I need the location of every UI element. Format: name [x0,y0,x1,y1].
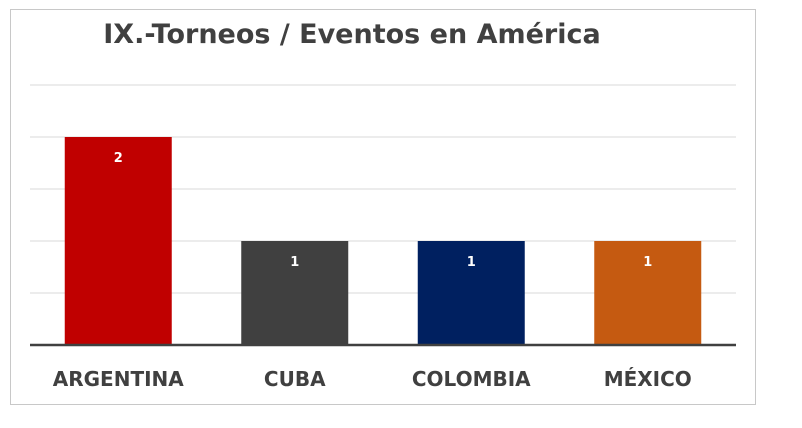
bar-méxico [594,241,702,345]
bar-cuba [241,241,349,345]
x-tick-label: ARGENTINA [53,367,185,391]
x-tick-label: MÉXICO [604,367,692,391]
x-tick-label: COLOMBIA [412,367,531,391]
chart-frame [10,9,756,405]
bar-argentina [64,137,172,345]
data-label: 2 [114,151,123,166]
data-label: 1 [467,255,476,270]
chart-title: IX.-Torneos / Eventos en América [103,19,600,50]
x-tick-label: CUBA [264,367,326,391]
bar-colombia [417,241,525,345]
data-label: 1 [643,255,652,270]
data-label: 1 [290,255,299,270]
